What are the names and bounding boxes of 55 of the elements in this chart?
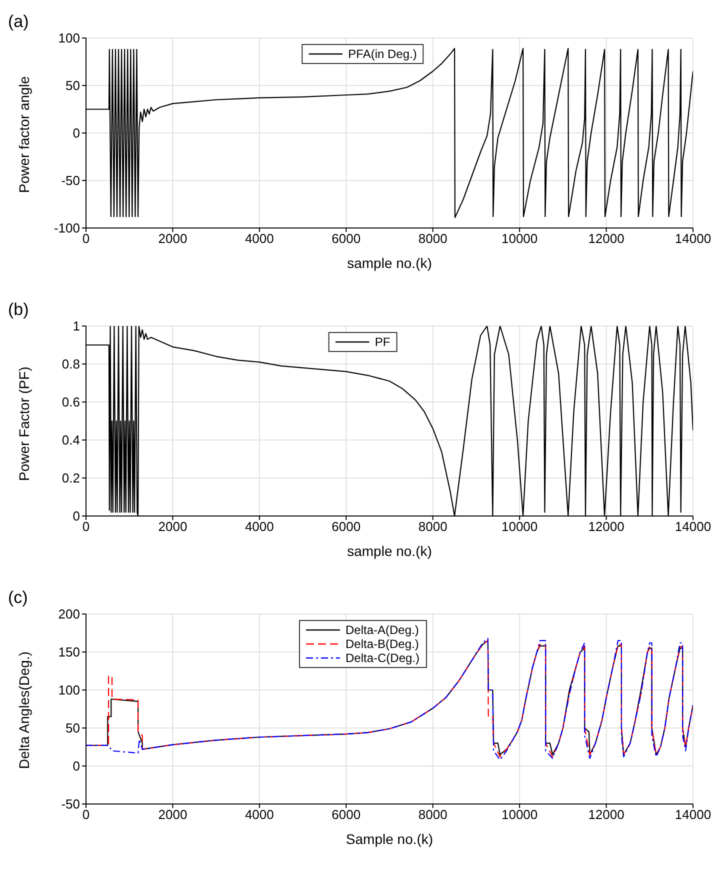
x-tick-label: 14000 xyxy=(674,807,712,822)
x-tick-label: 4000 xyxy=(244,231,274,246)
y-tick-label: 0.8 xyxy=(62,356,80,372)
y-tick-label: -100 xyxy=(54,220,80,236)
x-tick-label: 8000 xyxy=(418,231,448,246)
x-tick-label: 2000 xyxy=(158,519,188,534)
legend-label: Delta-B(Deg.) xyxy=(345,637,419,651)
y-tick-label: 150 xyxy=(58,644,80,660)
x-tick-label: 4000 xyxy=(244,519,274,534)
y-tick-label: 1 xyxy=(72,318,80,334)
y-axis-title: Power factor angle xyxy=(16,76,32,193)
x-axis-title: sample no.(k) xyxy=(347,543,432,559)
legend-label: PFA(in Deg.) xyxy=(348,47,417,61)
y-tick-label: 50 xyxy=(66,78,80,94)
x-axis-title: sample no.(k) xyxy=(347,255,432,271)
x-tick-label: 0 xyxy=(82,231,90,246)
chart-title: (a) xyxy=(8,12,29,32)
x-tick-label: 12000 xyxy=(588,807,624,822)
y-tick-label: 0 xyxy=(72,508,80,524)
y-axis-title: Delta Angles(Deg.) xyxy=(16,651,32,769)
x-tick-label: 0 xyxy=(82,807,90,822)
y-tick-label: 0.6 xyxy=(62,394,80,410)
y-tick-label: -50 xyxy=(61,173,80,188)
x-tick-label: 0 xyxy=(82,519,90,534)
y-tick-label: 100 xyxy=(58,682,80,698)
chart-title: (b) xyxy=(8,300,29,320)
x-tick-label: 10000 xyxy=(501,807,538,822)
x-tick-label: 2000 xyxy=(158,231,188,246)
y-tick-label: 0 xyxy=(72,126,80,141)
y-axis-title: Power Factor (PF) xyxy=(16,366,32,481)
y-tick-label: 100 xyxy=(58,30,80,46)
y-tick-label: 0 xyxy=(72,758,80,774)
x-tick-label: 8000 xyxy=(418,519,448,534)
x-axis-title: Sample no.(k) xyxy=(346,831,434,847)
y-tick-label: -50 xyxy=(61,796,80,812)
x-tick-label: 6000 xyxy=(332,807,361,822)
x-tick-label: 8000 xyxy=(418,807,448,822)
x-tick-label: 12000 xyxy=(588,519,624,534)
chart-title: (c) xyxy=(8,588,28,608)
x-tick-label: 14000 xyxy=(674,519,712,534)
x-tick-label: 6000 xyxy=(332,231,361,246)
legend-label: PF xyxy=(374,335,390,349)
x-tick-label: 4000 xyxy=(244,807,274,822)
y-tick-label: 200 xyxy=(58,606,80,622)
legend-label: Delta-C(Deg.) xyxy=(345,651,420,665)
x-tick-label: 10000 xyxy=(501,231,538,246)
x-tick-label: 14000 xyxy=(674,231,712,246)
y-tick-label: 0.2 xyxy=(62,470,80,486)
x-tick-label: 12000 xyxy=(588,231,624,246)
x-tick-label: 6000 xyxy=(332,519,361,534)
legend-label: Delta-A(Deg.) xyxy=(345,623,419,637)
x-tick-label: 10000 xyxy=(501,519,538,534)
y-tick-label: 50 xyxy=(66,720,80,736)
x-tick-label: 2000 xyxy=(158,807,188,822)
y-tick-label: 0.4 xyxy=(62,432,80,448)
